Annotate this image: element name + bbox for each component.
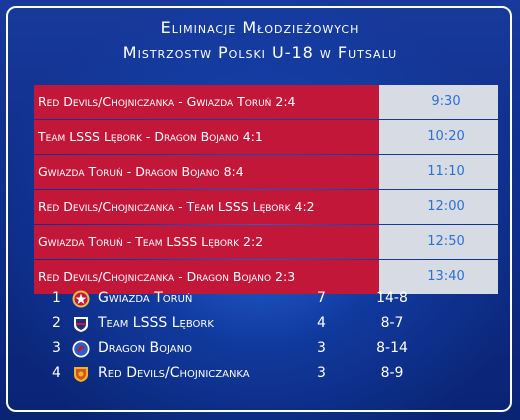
goal-ratio: 8-7 <box>380 315 404 331</box>
title-line-2: Mistrzostw Polski U-18 w Futsalu <box>122 43 398 62</box>
position-number: 1 <box>52 290 61 306</box>
team-name: Team LSSS Lębork <box>98 315 214 331</box>
match-label: Red Devils/Chojniczanka - Dragon Bojano … <box>34 260 379 294</box>
match-label: Red Devils/Chojniczanka - Gwiazda Toruń … <box>34 85 379 119</box>
match-row: Red Devils/Chojniczanka - Gwiazda Toruń … <box>34 85 498 119</box>
match-label: Red Devils/Chojniczanka - Team LSSS Lębo… <box>34 190 379 224</box>
match-time: 9:30 <box>431 94 461 109</box>
match-time: 12:50 <box>427 234 465 249</box>
position-number: 3 <box>52 340 61 356</box>
title-line-1: Eliminacje Młodzieżowych <box>160 18 360 37</box>
dragon-bojano-crest-icon <box>72 340 90 358</box>
standings-row: 2 Team LSSS Lębork 4 8-7 <box>50 312 450 337</box>
goal-ratio: 8-9 <box>380 365 404 381</box>
points: 3 <box>317 340 326 356</box>
match-row: Red Devils/Chojniczanka - Team LSSS Lębo… <box>34 190 498 224</box>
white-frame <box>6 6 512 412</box>
time-panel <box>379 260 498 294</box>
team-name: Red Devils/Chojniczanka <box>98 365 250 381</box>
time-panel <box>379 120 498 154</box>
lsss-lebork-crest-icon <box>72 315 90 333</box>
match-time: 13:40 <box>427 269 465 284</box>
match-time: 11:10 <box>427 164 465 179</box>
points: 7 <box>317 290 326 306</box>
match-row: Gwiazda Toruń - Team LSSS Lębork 2:2 12:… <box>34 225 498 259</box>
standings-row: 4 Red Devils/Chojniczanka 3 8-9 <box>50 362 450 387</box>
match-row: Team LSSS Lębork - Dragon Bojano 4:1 10:… <box>34 120 498 154</box>
gwiazda-torun-crest-icon <box>72 290 90 308</box>
standings-row: 3 Dragon Bojano 3 8-14 <box>50 337 450 362</box>
match-time: 10:20 <box>427 129 465 144</box>
match-row: Gwiazda Toruń - Dragon Bojano 8:4 11:10 <box>34 155 498 189</box>
position-number: 2 <box>52 315 61 331</box>
match-schedule: Red Devils/Chojniczanka - Gwiazda Toruń … <box>34 85 498 295</box>
match-row: Red Devils/Chojniczanka - Dragon Bojano … <box>34 260 498 294</box>
time-panel <box>379 85 498 119</box>
team-name: Gwiazda Toruń <box>98 290 193 306</box>
points: 3 <box>317 365 326 381</box>
time-panel <box>379 190 498 224</box>
goal-ratio: 8-14 <box>376 340 408 356</box>
match-label: Team LSSS Lębork - Dragon Bojano 4:1 <box>34 120 379 154</box>
match-label: Gwiazda Toruń - Team LSSS Lębork 2:2 <box>34 225 379 259</box>
team-name: Dragon Bojano <box>98 340 192 356</box>
position-number: 4 <box>52 365 61 381</box>
standings-table: 1 Gwiazda Toruń 7 14-8 2 Team <box>50 287 450 387</box>
red-devils-crest-icon <box>72 365 90 383</box>
standings-row: 1 Gwiazda Toruń 7 14-8 <box>50 287 450 312</box>
match-time: 12:00 <box>427 199 465 214</box>
time-panel <box>379 225 498 259</box>
points: 4 <box>317 315 326 331</box>
time-panel <box>379 155 498 189</box>
goal-ratio: 14-8 <box>376 290 408 306</box>
match-label: Gwiazda Toruń - Dragon Bojano 8:4 <box>34 155 379 189</box>
